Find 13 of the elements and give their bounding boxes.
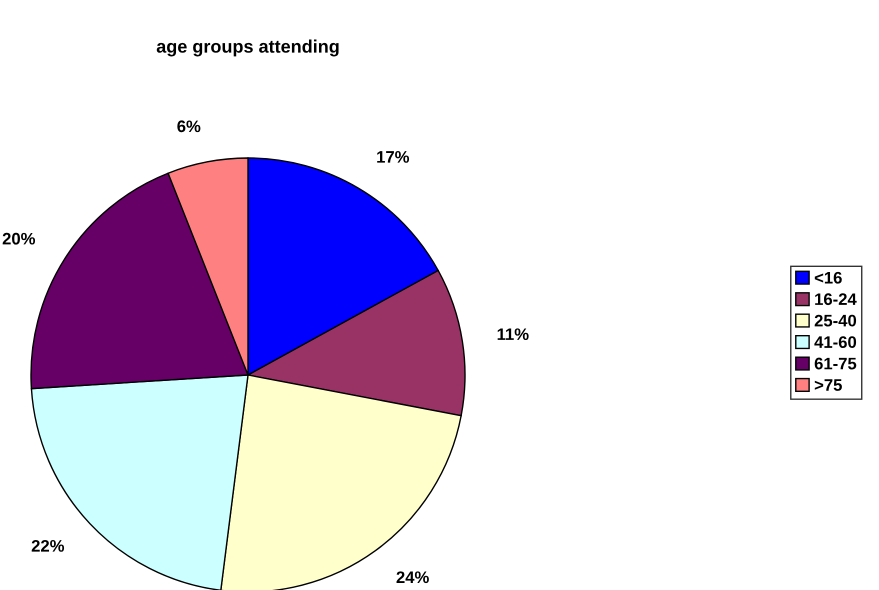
data-label: 22%: [32, 540, 64, 552]
data-label: 24%: [396, 571, 429, 584]
legend-label: >75: [814, 379, 842, 391]
data-label: 20%: [2, 232, 36, 245]
data-label: 11%: [498, 328, 529, 340]
data-label: 17%: [377, 151, 410, 163]
legend-label: <16: [814, 272, 842, 284]
legend-label: 41-60: [814, 336, 856, 348]
legend-label: 25-40: [814, 314, 856, 327]
data-label: 6%: [177, 120, 200, 132]
legend-label: 61-75: [814, 358, 856, 370]
legend-label: 16-24: [815, 293, 857, 306]
chart-title: age groups attending: [156, 40, 339, 56]
